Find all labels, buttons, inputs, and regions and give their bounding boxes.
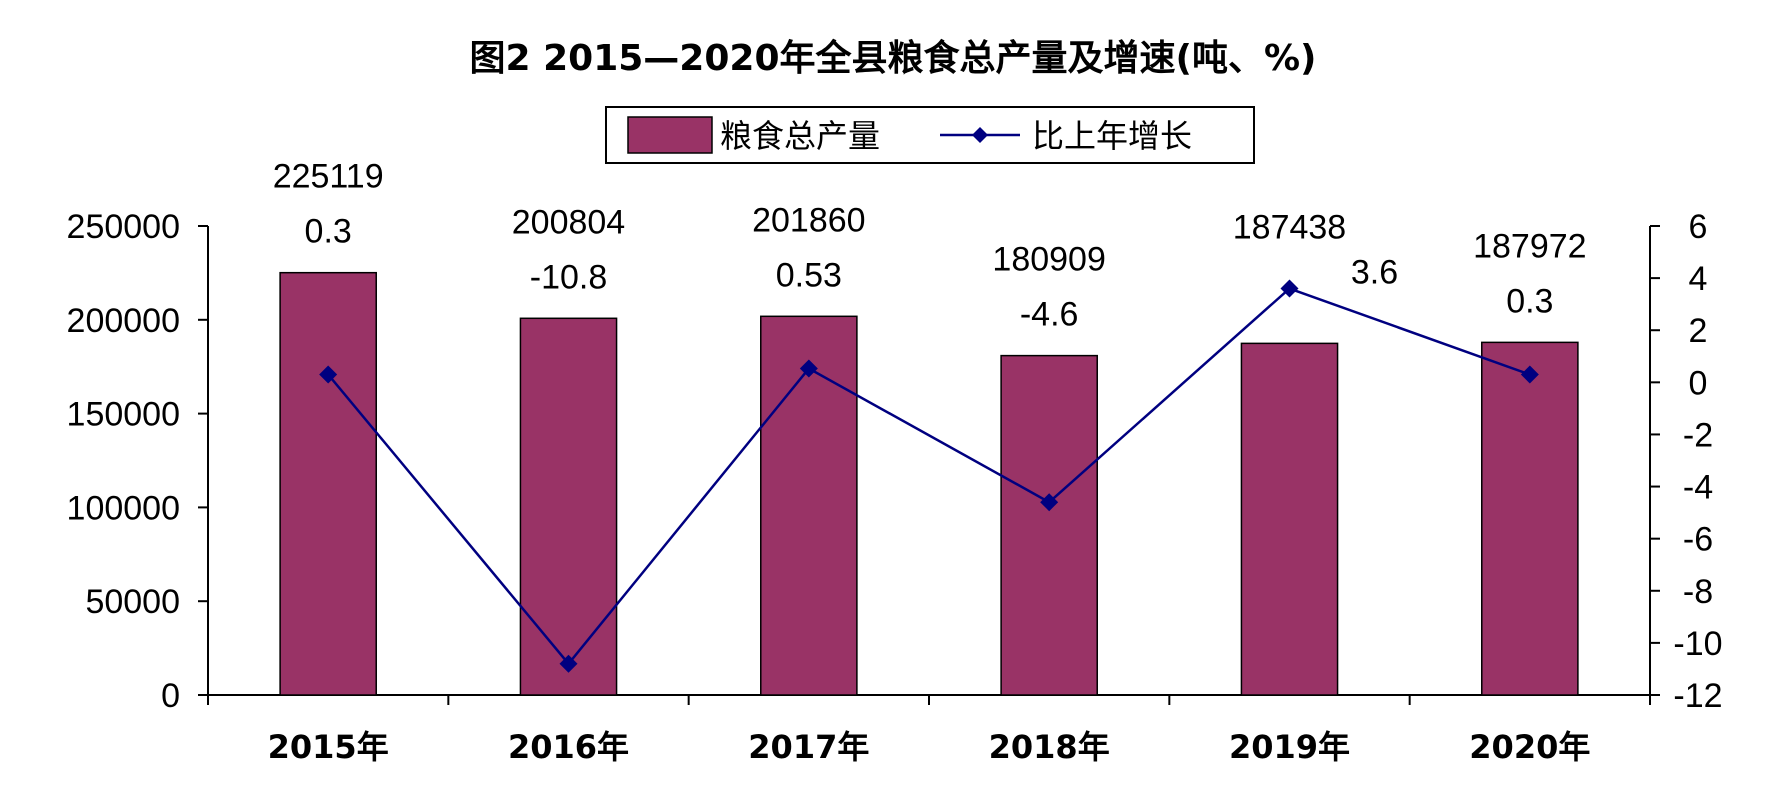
legend: 粮食总产量 比上年增长	[605, 106, 1255, 164]
bar-value-label: 201860	[752, 201, 865, 239]
bar-value-label: 187438	[1233, 208, 1346, 246]
legend-label-line: 比上年增长	[1032, 117, 1192, 155]
y-right-tick-label: 2	[1689, 312, 1708, 350]
y-left-tick-label: 150000	[67, 396, 180, 434]
growth-point-2015年	[319, 365, 338, 384]
growth-point-2020年	[1520, 365, 1539, 384]
y-right-tick-label: -2	[1683, 416, 1713, 454]
bar-2018年	[1000, 354, 1098, 696]
y-right-tick-label: -10	[1673, 625, 1722, 663]
legend-bar-swatch	[627, 116, 713, 154]
growth-value-label: 0.3	[305, 213, 352, 251]
x-tick-label: 2018年	[989, 728, 1110, 766]
y-left-tick-label: 200000	[67, 302, 180, 340]
bar-2019年	[1240, 342, 1339, 696]
y-right-tick-label: 0	[1689, 364, 1708, 402]
bar-2016年	[519, 317, 618, 696]
y-left-tick-label: 250000	[67, 208, 180, 246]
growth-point-2019年	[1280, 279, 1299, 298]
growth-value-label: -4.6	[1020, 296, 1079, 334]
y-right-tick-label: -4	[1683, 469, 1713, 507]
growth-point-2018年	[1040, 493, 1059, 512]
y-left-tick-label: 0	[161, 677, 180, 715]
data-labels: 225119 200804 201860 180909 187438 187972 0.3 -…	[273, 158, 1587, 334]
bar-value-label: 180909	[992, 241, 1105, 279]
growth-line	[327, 287, 1531, 666]
y-left-tick-label: 50000	[85, 583, 180, 621]
x-tick-label: 2017年	[748, 728, 869, 766]
legend-box	[605, 106, 1255, 164]
bar-value-label: 187972	[1473, 227, 1586, 265]
bar-2020年	[1481, 341, 1579, 696]
chart-title: 图2 2015—2020年全县粮食总产量及增速(吨、%)	[470, 37, 1317, 79]
legend-marker-diamond-icon	[972, 127, 988, 143]
y-right-tick-label: -8	[1683, 573, 1713, 611]
bar-2017年	[760, 315, 858, 696]
y-left-tick-label: 100000	[67, 489, 180, 527]
y-right-tick-label: 6	[1689, 208, 1708, 246]
growth-value-label: 0.3	[1506, 282, 1553, 320]
growth-point-2017年	[799, 359, 818, 378]
y-right-tick-label: 4	[1689, 260, 1708, 298]
bar-value-label: 225119	[273, 158, 384, 196]
growth-value-label: 3.6	[1351, 253, 1398, 291]
axes: 0 50000 100000 150000 200000 250000 -12 -10 -8 -6…	[67, 208, 1723, 766]
bar-value-label: 200804	[512, 203, 625, 241]
bar-series	[279, 271, 1579, 696]
x-tick-label: 2020年	[1469, 728, 1590, 766]
legend-label-bar: 粮食总产量	[720, 117, 880, 155]
growth-value-label: 0.53	[776, 256, 842, 294]
y-right-tick-label: -12	[1673, 677, 1722, 715]
line-series	[319, 279, 1539, 673]
y-right-tick-label: -6	[1683, 521, 1713, 559]
x-tick-label: 2016年	[508, 728, 629, 766]
x-tick-label: 2015年	[268, 728, 389, 766]
bar-2015年	[279, 271, 377, 696]
growth-value-label: -10.8	[530, 258, 608, 296]
x-tick-label: 2019年	[1229, 728, 1350, 766]
growth-point-2016年	[559, 654, 578, 673]
